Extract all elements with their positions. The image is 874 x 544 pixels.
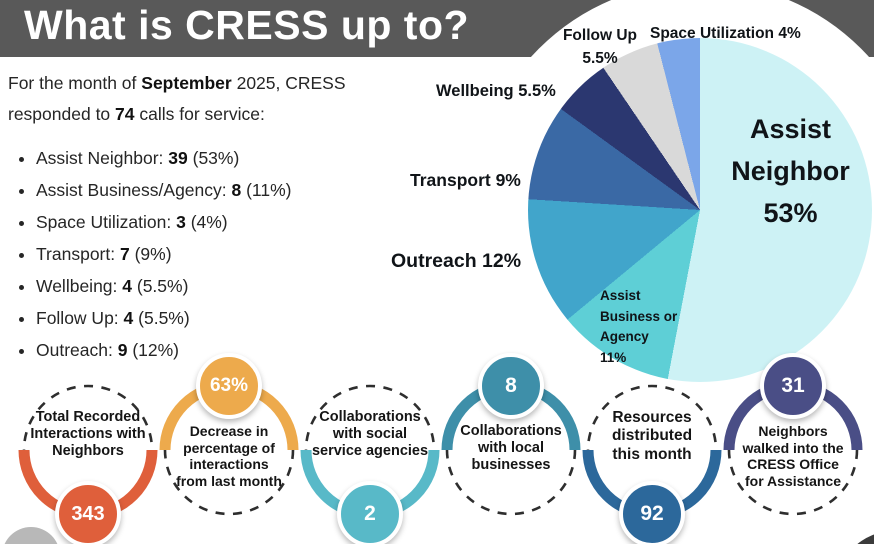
intro-month: September: [141, 73, 232, 93]
intro-text: calls for service:: [134, 104, 265, 124]
service-count: 8: [231, 180, 242, 200]
pie-label-line: Agency: [600, 329, 649, 344]
service-pct: (5.5%): [136, 276, 189, 296]
service-count: 39: [168, 148, 188, 168]
pie-label-follow-up: Follow Up 5.5%: [548, 24, 652, 70]
pie-label-line: Follow Up: [562, 27, 638, 44]
page-title: What is CRESS up to?: [24, 2, 470, 48]
pie-label-line: Neighbor: [731, 156, 850, 186]
pie-label-assist-neighbor: Assist Neighbor 53%: [708, 108, 873, 234]
pie-label-line: 11%: [600, 349, 627, 365]
service-item: Space Utilization: 3 (4%): [36, 212, 292, 233]
intro-text: For the month of: [8, 73, 142, 93]
service-label: Assist Neighbor:: [36, 148, 169, 168]
service-label: Assist Business/Agency:: [36, 180, 232, 200]
service-list: Assist Neighbor: 39 (53%) Assist Busines…: [8, 148, 292, 372]
service-label: Transport:: [36, 244, 120, 264]
pie-label-line: Assist: [600, 288, 641, 303]
stat-label: Collaborations with local businesses: [460, 423, 562, 474]
pie-label-line: Business or: [600, 308, 678, 324]
stat-label: Collaborations with social service agenc…: [311, 409, 429, 460]
service-pct: (5.5%): [138, 308, 190, 328]
stat-value: 8: [478, 353, 544, 419]
service-label: Space Utilization:: [36, 212, 177, 232]
stat-label: Total Recorded Interactions with Neighbo…: [30, 409, 146, 460]
service-count: 4: [122, 276, 132, 296]
service-pct: (9%): [134, 244, 172, 264]
stat-badge-office-walkins: Neighbors walked into the CRESS Office f…: [720, 353, 866, 523]
pie-chart: [528, 38, 872, 382]
service-item: Wellbeing: 4 (5.5%): [36, 276, 292, 297]
stat-badge-decrease-percentage: Decrease in percentage of interactions f…: [156, 353, 302, 523]
intro-text: responded to: [8, 104, 116, 124]
decorative-circle-left: [2, 527, 60, 544]
stat-badge-total-interactions: Total Recorded Interactions with Neighbo…: [15, 377, 161, 544]
pie-label-assist-business: Assist Business or Agency 11%: [600, 286, 677, 368]
stat-value: 31: [760, 353, 826, 419]
pie-label-wellbeing: Wellbeing 5.5%: [436, 82, 556, 100]
intro-text: 2025, CRESS: [231, 73, 346, 93]
pie-label-line: Assist: [749, 114, 832, 144]
service-item: Outreach: 9 (12%): [36, 340, 292, 361]
stat-value: 2: [337, 481, 403, 544]
pie-label-outreach: Outreach 12%: [391, 250, 522, 272]
service-pct: (12%): [132, 340, 180, 360]
stat-badge-resources-distributed: Resources distributed this month 92: [579, 377, 725, 544]
service-item: Transport: 7 (9%): [36, 244, 292, 265]
pie-label-space-utilization: Space Utilization 4%: [650, 25, 801, 42]
service-label: Outreach:: [36, 340, 118, 360]
stat-value: 343: [55, 481, 121, 544]
service-count: 9: [117, 340, 128, 360]
service-item: Assist Neighbor: 39 (53%): [36, 148, 292, 169]
service-label: Follow Up:: [36, 308, 124, 328]
pie-label-line: 5.5%: [582, 50, 618, 67]
pie-label-line: 53%: [763, 198, 818, 228]
pie-label-transport: Transport 9%: [410, 170, 521, 190]
stat-label: Decrease in percentage of interactions f…: [176, 423, 282, 489]
stat-label: Neighbors walked into the CRESS Office f…: [742, 423, 844, 489]
service-count: 4: [123, 308, 134, 328]
decorative-circle-right: [836, 531, 874, 544]
service-pct: (4%): [190, 212, 228, 232]
service-count: 7: [119, 244, 130, 264]
stat-label: Resources distributed this month: [611, 409, 693, 463]
service-count: 3: [176, 212, 186, 232]
stat-badge-business-collaborations: Collaborations with local businesses 8: [438, 353, 584, 523]
service-pct: (53%): [192, 148, 240, 168]
stat-badge-social-collaborations: Collaborations with social service agenc…: [297, 377, 443, 544]
stat-value: 92: [619, 481, 685, 544]
service-label: Wellbeing:: [36, 276, 123, 296]
intro-total-calls: 74: [115, 104, 135, 124]
service-item: Follow Up: 4 (5.5%): [36, 308, 292, 329]
stat-value: 63%: [196, 353, 262, 419]
service-pct: (11%): [246, 180, 292, 200]
intro-paragraph: For the month of September 2025, CRESS r…: [8, 68, 408, 130]
service-item: Assist Business/Agency: 8 (11%): [36, 180, 292, 201]
